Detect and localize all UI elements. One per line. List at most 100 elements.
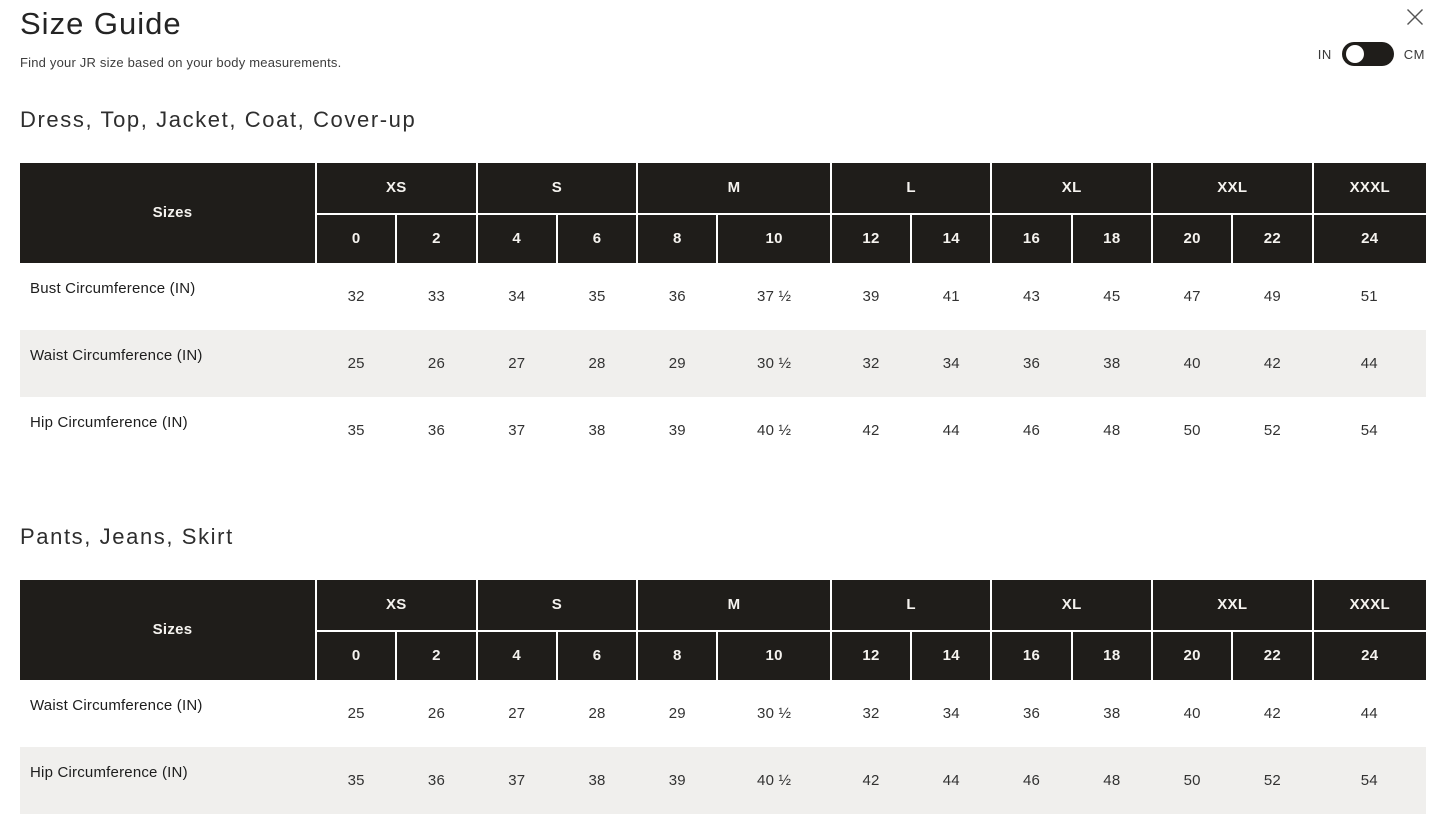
numeric-size-header: 2 [395, 630, 477, 680]
numeric-size-header: 12 [829, 630, 912, 680]
unit-label-in[interactable]: IN [1317, 46, 1332, 62]
numeric-size-header: 10 [716, 630, 831, 680]
table-row: Hip Circumference (IN) 35 36 37 38 39 40 ½ 42 44… [20, 746, 1426, 814]
header-controls: IN CM [1318, 6, 1426, 66]
measurement-value: 29 [668, 704, 686, 722]
measurement-value: 41 [942, 287, 960, 305]
measurement-value: 30 ½ [757, 354, 792, 372]
unit-label-cm[interactable]: CM [1403, 46, 1425, 62]
measurement-value: 52 [1263, 421, 1281, 439]
measurement-value: 37 ½ [757, 287, 792, 305]
size-group-header: M [636, 162, 831, 215]
measurement-value: 28 [588, 704, 606, 722]
numeric-size-header: 0 [315, 630, 397, 680]
measurement-value: 35 [347, 771, 365, 789]
modal-header: Size Guide Find your JR size based on yo… [20, 6, 1426, 70]
measurement-value: 51 [1360, 287, 1378, 305]
size-group-header: L [829, 579, 992, 632]
measurement-value: 32 [347, 287, 365, 305]
measurement-value: 37 [508, 421, 526, 439]
measurement-value: 35 [588, 287, 606, 305]
measurement-label: Bust Circumference (IN) [30, 279, 196, 297]
measurement-value: 27 [508, 704, 526, 722]
measurement-value: 47 [1183, 287, 1201, 305]
size-group-header: S [475, 579, 638, 632]
measurement-value: 42 [1263, 704, 1281, 722]
size-group-header: XL [990, 162, 1152, 215]
measurement-value: 34 [942, 704, 960, 722]
measurement-value: 40 [1183, 704, 1201, 722]
measurement-value: 32 [862, 354, 880, 372]
numeric-size-header: 18 [1070, 630, 1152, 680]
numeric-size-header: 18 [1070, 213, 1152, 263]
sizes-corner-header: Sizes [20, 579, 317, 680]
measurement-value: 40 ½ [757, 771, 792, 789]
measurement-value: 36 [1023, 704, 1041, 722]
page-title: Size Guide [20, 6, 182, 41]
measurement-label: Waist Circumference (IN) [30, 346, 203, 364]
size-group-header: XXXL [1311, 162, 1426, 215]
numeric-size-header: 16 [990, 630, 1072, 680]
size-group-header: S [475, 162, 638, 215]
measurement-value: 37 [508, 771, 526, 789]
numeric-size-header: 24 [1311, 630, 1426, 680]
size-group-header: XXXL [1311, 579, 1426, 632]
size-group-header: XL [990, 579, 1152, 632]
measurement-value: 39 [862, 287, 880, 305]
numeric-size-header: 4 [475, 213, 557, 263]
numeric-size-header: 14 [910, 213, 992, 263]
section-pants-jeans-skirt: Pants, Jeans, Skirt Sizes XS S M L XL XXL XXXL 0… [20, 524, 1426, 814]
measurement-value: 38 [588, 421, 606, 439]
measurement-value: 49 [1263, 287, 1281, 305]
measurement-value: 25 [347, 354, 365, 372]
measurement-value: 33 [427, 287, 445, 305]
size-group-header: L [829, 162, 992, 215]
measurement-value: 29 [668, 354, 686, 372]
measurement-value: 54 [1360, 771, 1378, 789]
section-dress-top-jacket: Dress, Top, Jacket, Coat, Cover-up Sizes… [20, 107, 1426, 464]
size-guide-modal: Size Guide Find your JR size based on yo… [20, 6, 1426, 814]
toggle-knob-icon [1345, 45, 1364, 63]
table-row: Waist Circumference (IN) 25 26 27 28 29 30 ½ 32… [20, 679, 1426, 747]
numeric-size-header: 2 [395, 213, 477, 263]
measurement-value: 42 [862, 421, 880, 439]
measurement-value: 36 [1023, 354, 1041, 372]
numeric-size-header: 0 [315, 213, 397, 263]
size-group-header: XS [315, 579, 477, 632]
measurement-value: 26 [427, 704, 445, 722]
measurement-value: 39 [668, 421, 686, 439]
numeric-size-header: 14 [910, 630, 992, 680]
measurement-value: 42 [1263, 354, 1281, 372]
numeric-size-header: 6 [555, 213, 638, 263]
sizes-corner-header: Sizes [20, 162, 317, 263]
numeric-size-header: 22 [1231, 213, 1313, 263]
size-group-header: XS [315, 162, 477, 215]
section-heading: Pants, Jeans, Skirt [20, 523, 234, 549]
measurement-value: 46 [1023, 771, 1041, 789]
measurement-value: 39 [668, 771, 686, 789]
measurement-value: 36 [427, 771, 445, 789]
numeric-size-header: 24 [1311, 213, 1426, 263]
title-block: Size Guide Find your JR size based on yo… [20, 6, 341, 70]
measurement-value: 42 [862, 771, 880, 789]
measurement-value: 34 [508, 287, 526, 305]
measurement-value: 40 [1183, 354, 1201, 372]
size-group-header: M [636, 579, 831, 632]
measurement-value: 26 [427, 354, 445, 372]
close-button[interactable] [1404, 6, 1426, 28]
numeric-size-header: 22 [1231, 630, 1313, 680]
numeric-size-header: 20 [1150, 213, 1233, 263]
measurement-label: Hip Circumference (IN) [30, 763, 188, 781]
numeric-size-header: 6 [555, 630, 638, 680]
measurement-value: 40 ½ [757, 421, 792, 439]
measurement-value: 35 [347, 421, 365, 439]
measurement-value: 36 [427, 421, 445, 439]
table-row: Hip Circumference (IN) 35 36 37 38 39 40 ½ 42 44… [20, 396, 1426, 464]
table-row: Bust Circumference (IN) 32 33 34 35 36 37 ½ 39 4… [20, 262, 1426, 330]
unit-toggle-switch[interactable] [1341, 42, 1394, 66]
measurement-value: 48 [1103, 421, 1121, 439]
numeric-size-header: 10 [716, 213, 831, 263]
measurement-value: 38 [1103, 704, 1121, 722]
numeric-size-header: 12 [829, 213, 912, 263]
table-row: Waist Circumference (IN) 25 26 27 28 29 30 ½ 32… [20, 329, 1426, 397]
